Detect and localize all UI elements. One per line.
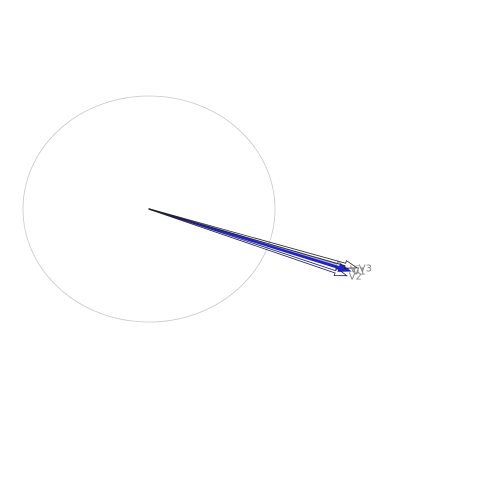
vector-label-v1: V1 (353, 267, 366, 278)
vector-label-v3: V3 (359, 263, 372, 274)
vector-v3 (148, 208, 359, 269)
reference-circle (22, 95, 276, 323)
vector-label-v2: V2 (349, 271, 362, 282)
vector-v2 (148, 208, 348, 277)
vector-layer (148, 208, 359, 277)
vector-label-vi: Vi (350, 265, 359, 276)
reference-circle-layer (22, 95, 276, 323)
